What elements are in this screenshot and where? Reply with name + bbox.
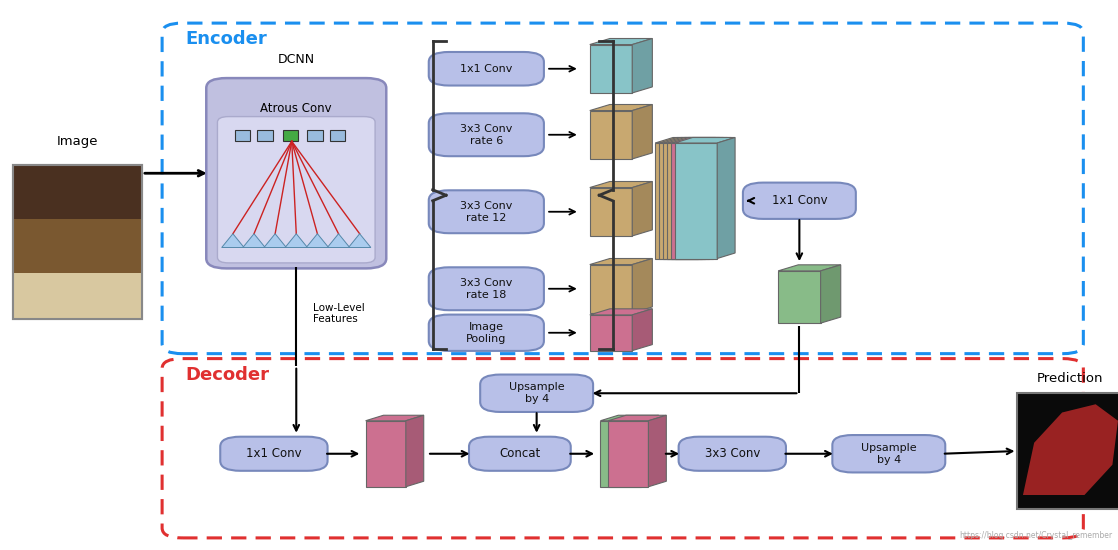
Polygon shape xyxy=(655,138,716,143)
Text: 1x1 Conv: 1x1 Conv xyxy=(246,447,302,460)
Polygon shape xyxy=(406,415,424,487)
Polygon shape xyxy=(705,138,723,258)
Text: Low-Level
Features: Low-Level Features xyxy=(313,302,364,324)
Polygon shape xyxy=(590,104,653,111)
Text: Decoder: Decoder xyxy=(186,366,269,384)
Bar xyxy=(257,130,273,141)
FancyBboxPatch shape xyxy=(742,183,856,219)
Polygon shape xyxy=(590,182,653,188)
Polygon shape xyxy=(590,315,633,351)
Polygon shape xyxy=(659,143,702,258)
Polygon shape xyxy=(221,234,244,248)
Polygon shape xyxy=(778,265,841,271)
Text: Image
Pooling: Image Pooling xyxy=(466,322,506,344)
Bar xyxy=(13,273,142,319)
Polygon shape xyxy=(590,188,633,236)
Polygon shape xyxy=(718,138,736,258)
Polygon shape xyxy=(709,138,727,258)
Bar xyxy=(283,130,299,141)
Polygon shape xyxy=(778,271,821,323)
Polygon shape xyxy=(328,234,350,248)
Polygon shape xyxy=(671,138,731,143)
Polygon shape xyxy=(633,258,653,313)
Polygon shape xyxy=(666,143,709,258)
Text: Upsample
by 4: Upsample by 4 xyxy=(509,382,565,404)
FancyBboxPatch shape xyxy=(429,52,544,85)
FancyBboxPatch shape xyxy=(429,113,544,156)
Polygon shape xyxy=(349,234,371,248)
Text: 3x3 Conv
rate 18: 3x3 Conv rate 18 xyxy=(461,278,512,300)
Polygon shape xyxy=(648,415,666,487)
FancyBboxPatch shape xyxy=(429,190,544,233)
Bar xyxy=(13,165,142,319)
Bar xyxy=(330,130,345,141)
Polygon shape xyxy=(600,415,659,421)
Bar xyxy=(13,165,142,319)
Polygon shape xyxy=(633,104,653,159)
FancyBboxPatch shape xyxy=(679,437,786,471)
Polygon shape xyxy=(366,421,406,487)
Polygon shape xyxy=(655,143,698,258)
Polygon shape xyxy=(698,138,716,258)
Text: Encoder: Encoder xyxy=(186,30,267,48)
FancyBboxPatch shape xyxy=(220,437,328,471)
Polygon shape xyxy=(821,265,841,323)
Polygon shape xyxy=(713,138,731,258)
Polygon shape xyxy=(264,234,286,248)
Text: 3x3 Conv: 3x3 Conv xyxy=(704,447,760,460)
Polygon shape xyxy=(633,309,653,351)
Polygon shape xyxy=(1023,404,1118,495)
Polygon shape xyxy=(663,143,705,258)
Bar xyxy=(1017,393,1118,509)
Polygon shape xyxy=(666,138,727,143)
Text: 1x1 Conv: 1x1 Conv xyxy=(461,64,512,74)
Polygon shape xyxy=(671,143,713,258)
Polygon shape xyxy=(590,39,653,45)
FancyBboxPatch shape xyxy=(481,375,593,412)
Polygon shape xyxy=(590,45,633,93)
Polygon shape xyxy=(633,182,653,236)
Text: https://blog.csdn.net/Crystal_remember: https://blog.csdn.net/Crystal_remember xyxy=(959,531,1112,540)
Text: 3x3 Conv
rate 6: 3x3 Conv rate 6 xyxy=(461,124,512,146)
Polygon shape xyxy=(608,421,648,487)
Polygon shape xyxy=(366,415,424,421)
Polygon shape xyxy=(590,258,653,265)
Text: Atrous Conv: Atrous Conv xyxy=(260,102,332,115)
Polygon shape xyxy=(663,138,723,143)
Polygon shape xyxy=(590,111,633,159)
Polygon shape xyxy=(306,234,329,248)
Polygon shape xyxy=(674,143,718,258)
Polygon shape xyxy=(600,421,641,487)
Text: Concat: Concat xyxy=(500,447,540,460)
Text: 1x1 Conv: 1x1 Conv xyxy=(771,194,827,207)
FancyBboxPatch shape xyxy=(429,267,544,310)
FancyBboxPatch shape xyxy=(832,435,946,472)
Text: 3x3 Conv
rate 12: 3x3 Conv rate 12 xyxy=(461,201,512,223)
Polygon shape xyxy=(674,138,736,143)
Text: Upsample
by 4: Upsample by 4 xyxy=(861,443,917,465)
FancyBboxPatch shape xyxy=(470,437,571,471)
Bar xyxy=(235,130,250,141)
Polygon shape xyxy=(590,309,653,315)
Text: Image: Image xyxy=(57,135,98,149)
Polygon shape xyxy=(590,265,633,313)
Polygon shape xyxy=(608,415,666,421)
FancyBboxPatch shape xyxy=(429,315,544,351)
Text: Prediction: Prediction xyxy=(1038,372,1103,385)
Polygon shape xyxy=(285,234,307,248)
Bar xyxy=(13,219,142,273)
Polygon shape xyxy=(633,39,653,93)
Polygon shape xyxy=(702,138,720,258)
Text: DCNN: DCNN xyxy=(277,53,315,66)
Bar xyxy=(307,130,323,141)
Polygon shape xyxy=(243,234,265,248)
Polygon shape xyxy=(659,138,720,143)
Polygon shape xyxy=(641,415,659,487)
Bar xyxy=(13,165,142,219)
FancyBboxPatch shape xyxy=(206,78,387,268)
FancyBboxPatch shape xyxy=(217,117,376,263)
